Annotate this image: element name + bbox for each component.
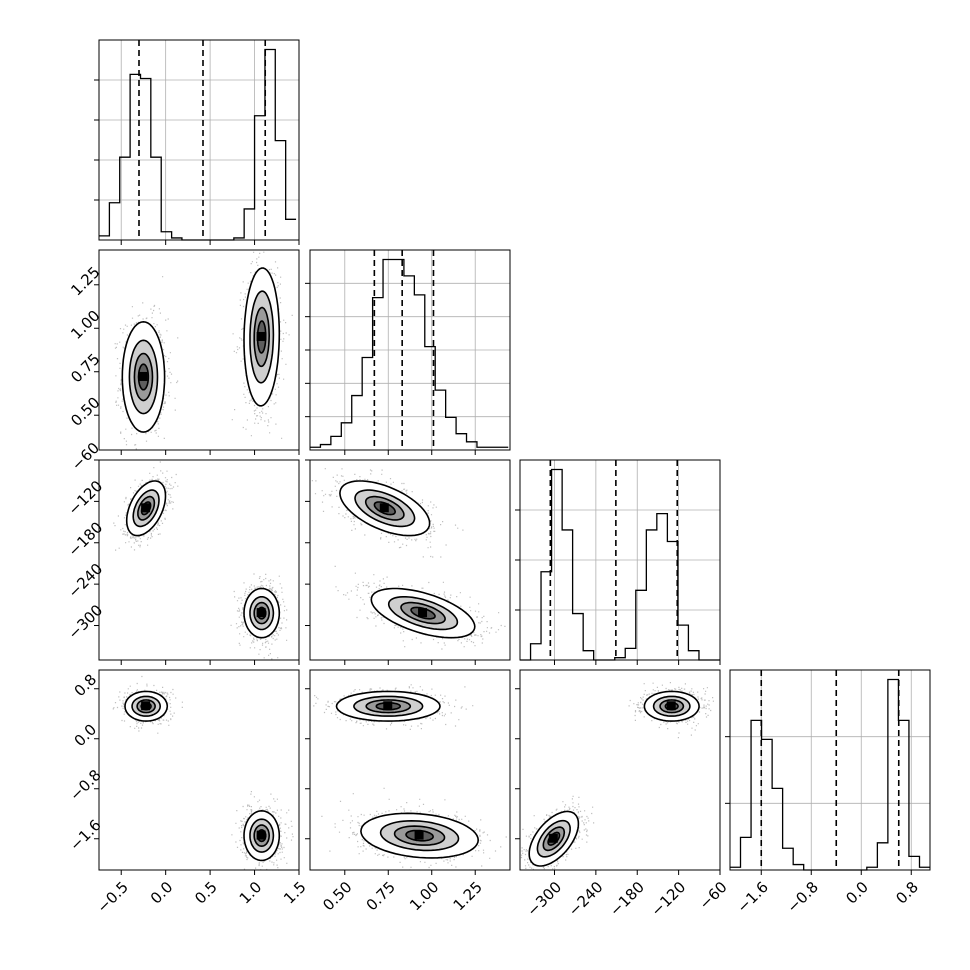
x-tick-label: 0.0	[147, 878, 177, 908]
histogram-step	[310, 258, 509, 448]
density-peak	[256, 331, 266, 341]
panel-frame	[98, 249, 300, 451]
panel-frame	[729, 669, 931, 871]
y-tick-label: −240	[65, 560, 107, 602]
hist-0	[94, 40, 299, 241]
x-tick-label: 0.0	[842, 878, 872, 908]
y-tick-label: −60	[68, 439, 103, 474]
histogram-step	[520, 468, 720, 661]
y-tick-label: 0.50	[67, 394, 103, 430]
x-tick-label: 0.50	[319, 878, 355, 914]
x-tick-label: −240	[565, 878, 607, 920]
y-tick-label: 1.00	[67, 307, 103, 343]
x-tick-label: 0.75	[363, 878, 399, 914]
pair-3-2	[520, 682, 714, 870]
density-peak	[256, 608, 266, 618]
panel-frame	[309, 669, 511, 871]
x-tick-label: −120	[648, 878, 690, 920]
x-tick-label: 1.25	[450, 878, 486, 914]
density-peak	[418, 608, 428, 618]
pair-3-0	[112, 675, 294, 870]
histogram-step	[99, 48, 297, 241]
hist-3	[725, 670, 930, 871]
panel-frame	[519, 669, 721, 871]
x-tick-label: −1.6	[734, 878, 772, 916]
x-tick-label: −300	[523, 878, 565, 920]
density-peak	[548, 833, 558, 843]
density-peak	[383, 701, 393, 711]
x-tick-label: 0.8	[892, 878, 922, 908]
panel-frame	[98, 459, 300, 661]
y-tick-label: 1.25	[67, 263, 103, 299]
x-tick-label: 1.5	[280, 878, 310, 908]
x-tick-label: 1.0	[236, 878, 266, 908]
density-peak	[256, 830, 266, 840]
pair-3-1	[313, 684, 507, 870]
density-peak	[414, 830, 424, 840]
x-tick-label: 1.00	[406, 878, 442, 914]
density-peak	[141, 701, 151, 711]
x-tick-label: −60	[696, 878, 731, 913]
hist-2	[515, 460, 720, 661]
pair-2-0	[113, 461, 288, 660]
y-tick-label: 0.8	[71, 670, 101, 700]
pair-2-1	[311, 468, 506, 650]
y-tick-label: −300	[65, 601, 107, 643]
histogram-step	[730, 678, 930, 871]
x-tick-label: 0.5	[191, 878, 221, 908]
x-tick-label: −0.8	[784, 878, 822, 916]
x-tick-label: −180	[606, 878, 648, 920]
panel-frame	[98, 669, 300, 871]
y-tick-label: 0.75	[67, 350, 103, 386]
density-peak	[379, 503, 389, 513]
panel-frame	[309, 249, 511, 451]
panel-frame	[98, 39, 300, 241]
panel-frame	[309, 459, 511, 661]
x-tick-label: −0.5	[93, 878, 131, 916]
density-peak	[138, 371, 148, 381]
panel-frame	[519, 459, 721, 661]
y-tick-label: −180	[65, 518, 107, 560]
pair-1-0	[99, 251, 293, 450]
y-tick-label: 0.0	[71, 720, 101, 750]
density-peak	[141, 503, 151, 513]
hist-1	[305, 250, 510, 450]
density-peak	[666, 701, 676, 711]
y-tick-label: −120	[65, 477, 107, 519]
